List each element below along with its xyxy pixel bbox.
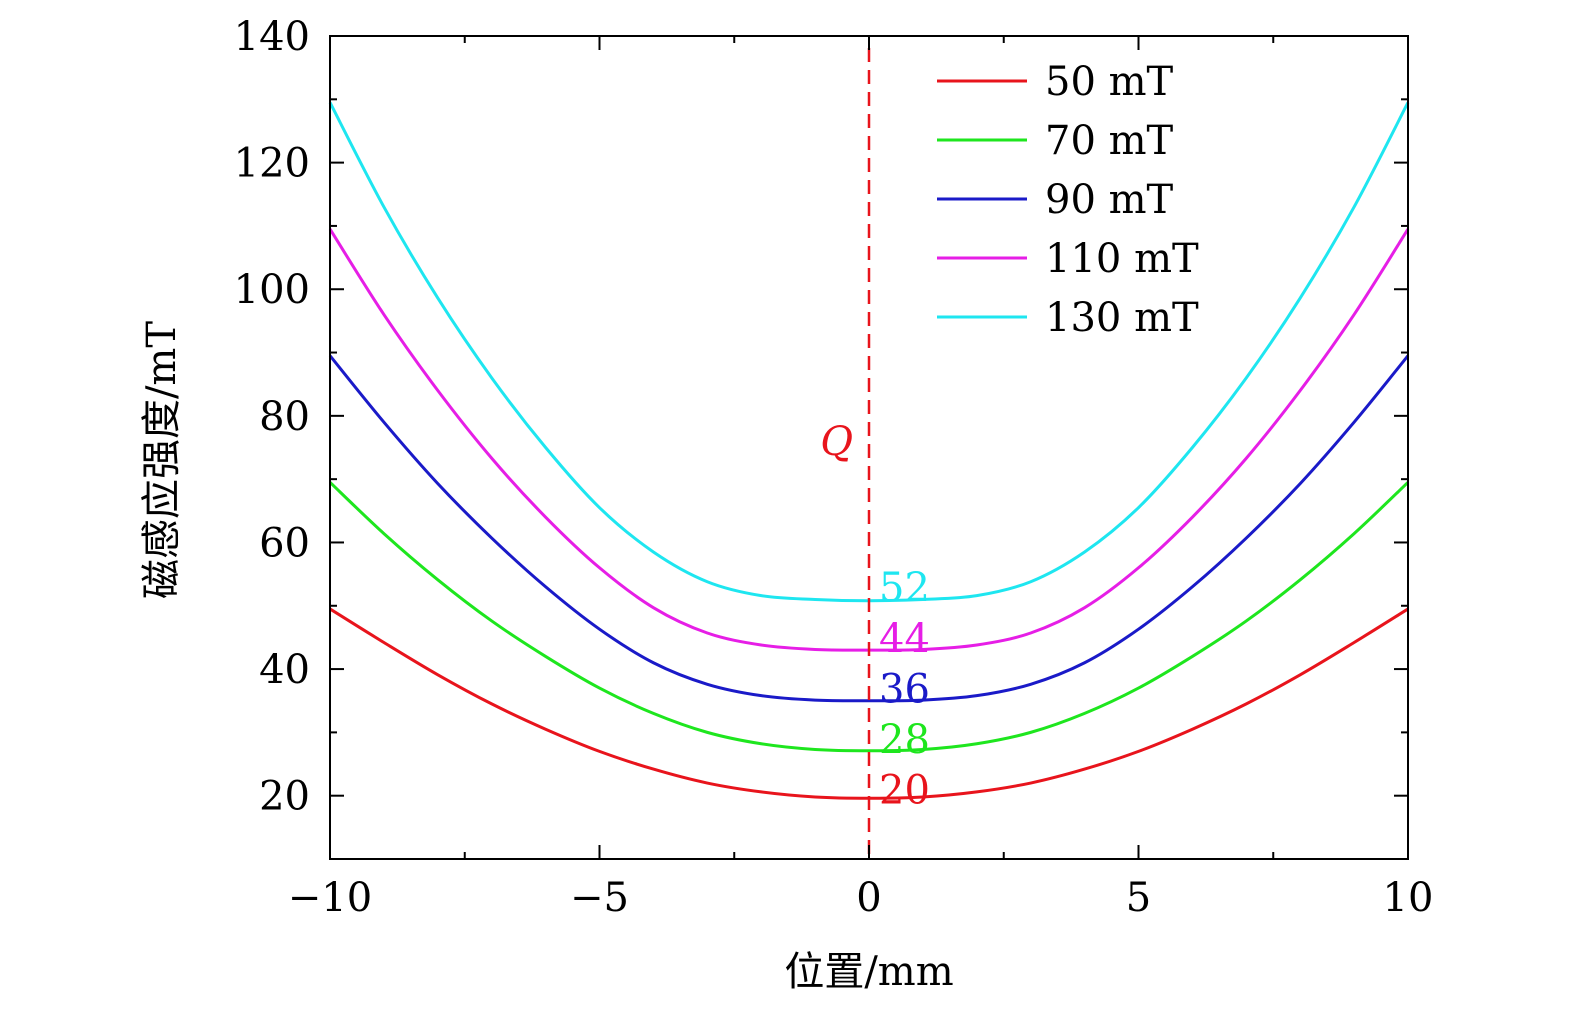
y-tick-label: 20 [259, 774, 310, 820]
series-line-1 [328, 481, 1410, 753]
y-tick-label: 120 [234, 141, 310, 187]
y-tick-label: 100 [234, 267, 310, 313]
ticks-layer: −10 −5 0 5 10 20 40 60 80 100 120 140 [234, 14, 1434, 921]
min-label-2: 36 [879, 666, 930, 712]
reference-line-layer: Q [820, 48, 871, 859]
min-label-3: 44 [879, 616, 930, 662]
y-tick-label: 80 [259, 394, 310, 440]
legend-label-4: 130 mT [1045, 295, 1199, 341]
y-axis-title: 磁感应强度/mT [139, 321, 185, 599]
min-label-0: 20 [879, 768, 930, 814]
x-tick-label: −10 [288, 875, 372, 921]
series-line-0 [329, 607, 1409, 800]
x-tick-label: 10 [1383, 875, 1434, 921]
y-tick-label: 40 [259, 647, 310, 693]
legend-label-0: 50 mT [1045, 59, 1174, 105]
x-axis-title: 位置/mm [784, 949, 953, 995]
x-tick-label: 0 [856, 875, 881, 921]
series-line-2 [328, 354, 1410, 703]
legend-label-2: 90 mT [1045, 177, 1174, 223]
legend-label-3: 110 mT [1045, 236, 1199, 282]
legend: 50 mT 70 mT 90 mT 110 mT 130 mT [937, 59, 1199, 341]
x-tick-label: 5 [1126, 875, 1151, 921]
y-tick-label: 60 [259, 520, 310, 566]
x-tick-label: −5 [570, 875, 629, 921]
series-line-4 [328, 101, 1410, 603]
min-label-4: 52 [879, 565, 930, 611]
min-label-1: 28 [879, 717, 930, 763]
legend-label-1: 70 mT [1045, 118, 1174, 164]
reference-line-label: Q [820, 419, 853, 465]
y-tick-label: 140 [234, 14, 310, 60]
